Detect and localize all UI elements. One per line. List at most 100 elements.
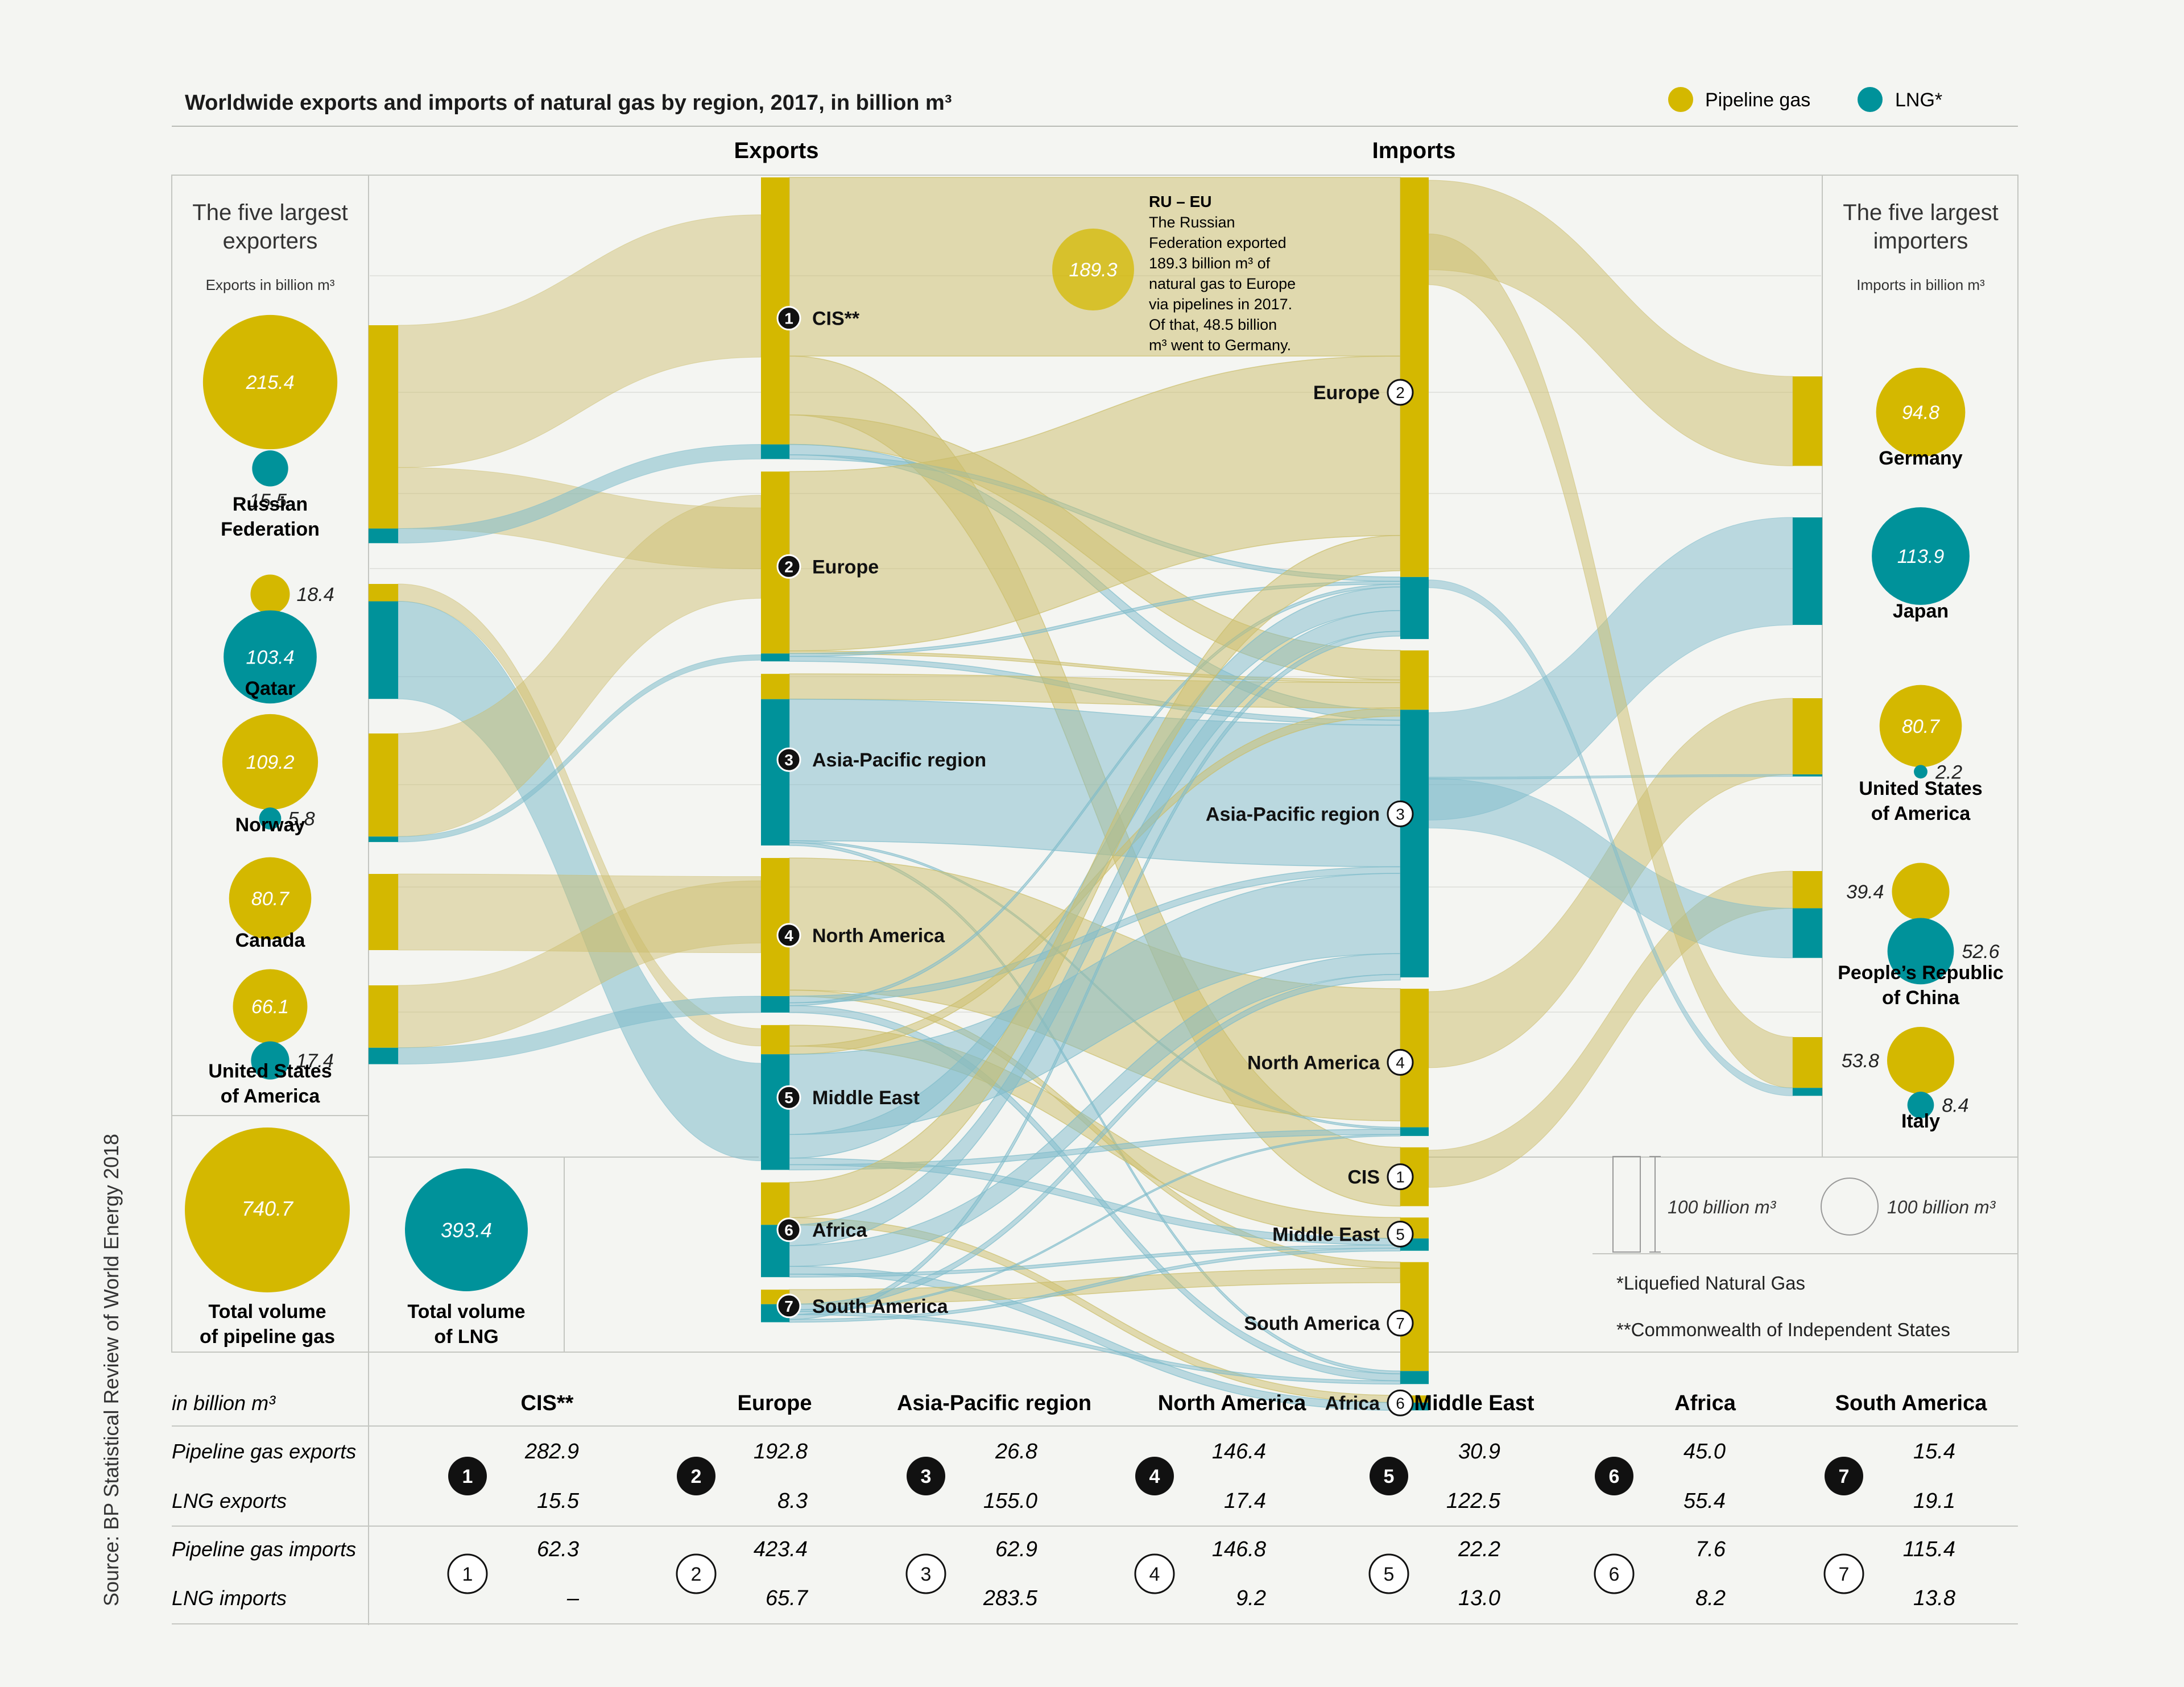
ru-eu-value: 189.3: [1069, 259, 1117, 281]
export-region-label: North America: [812, 925, 945, 947]
export-region-badge: [776, 923, 801, 948]
import-bar-lng-2: [1400, 577, 1429, 639]
ru-eu-line-4: natural gas to Europe: [1149, 275, 1296, 292]
row-label-pipeline-exports: Pipeline gas exports: [172, 1440, 356, 1463]
data-table: in billion m³ Pipeline gas exports LNG e…: [172, 1352, 2018, 1625]
export-region-label: Middle East: [812, 1087, 920, 1109]
importer-lng-circle: [1872, 507, 1970, 605]
exporter-lng-value: 5.8: [288, 809, 315, 830]
importers-title-line2: importers: [1873, 229, 1968, 254]
legend-pipeline-label: Pipeline gas: [1705, 89, 1810, 111]
importer-pipeline-value: 94.8: [1902, 402, 1939, 424]
table-header-5: Middle East: [1414, 1391, 1534, 1415]
importer-bar-pipeline: [1793, 698, 1822, 774]
table-value: 192.8: [754, 1440, 808, 1464]
sankey-flows: [398, 177, 1793, 1411]
chart-title: Worldwide exports and imports of natural…: [185, 91, 952, 115]
exporter-pipeline-value: 18.4: [297, 584, 334, 606]
table-value: 146.4: [1212, 1440, 1266, 1464]
export-bar-pipeline-5: [761, 1025, 789, 1055]
import-bar-pipeline-2: [1400, 177, 1429, 577]
import-region-badge: [1387, 800, 1414, 827]
table-export-number: 5: [1384, 1466, 1395, 1487]
total-lng-value: 393.4: [441, 1218, 492, 1242]
table-value: 15.5: [537, 1489, 580, 1513]
top-importers-panel: The five largest importers Imports in bi…: [1838, 200, 2004, 1132]
exporters-title-line2: exporters: [223, 229, 318, 254]
scale-bar-label: 100 billion m³: [1668, 1197, 1777, 1217]
table-value: 17.4: [1224, 1489, 1266, 1513]
footnote-lng: *Liquefied Natural Gas: [1616, 1272, 1805, 1294]
exporter-pipeline-value: 215.4: [245, 372, 294, 393]
table-value: 55.4: [1684, 1489, 1726, 1513]
exporter-pipeline-circle: [233, 969, 308, 1044]
exporter-pipeline-value: 80.7: [251, 888, 289, 910]
table-header-2: Europe: [738, 1391, 812, 1415]
export-bar-lng-4: [761, 996, 789, 1013]
exporter-pipeline-value: 66.1: [251, 996, 289, 1018]
table-value: 146.8: [1212, 1537, 1266, 1561]
importer-lng-value: 8.4: [1942, 1095, 1968, 1116]
importer-name: of China: [1882, 987, 1960, 1009]
table-value: 19.1: [1913, 1489, 1955, 1513]
exporter-name: Federation: [221, 519, 320, 540]
exporter-name: Qatar: [245, 678, 296, 699]
export-region-number: 5: [784, 1089, 793, 1106]
import-region-badge: [1387, 1221, 1414, 1248]
total-pipeline-label-1: Total volume: [208, 1301, 326, 1323]
legend-lng-label: LNG*: [1895, 89, 1942, 111]
exporter-bar-pipeline: [369, 985, 398, 1048]
table-import-number: 4: [1149, 1564, 1160, 1585]
export-bar-lng-1: [761, 444, 789, 459]
import-bar-lng-7: [1400, 1371, 1429, 1385]
ru-eu-line-5: via pipelines in 2017.: [1149, 296, 1292, 313]
table-export-badge: [1135, 1457, 1174, 1495]
export-region-number: 3: [784, 751, 793, 769]
table-value: 30.9: [1458, 1440, 1500, 1464]
import-region-number: 6: [1396, 1394, 1405, 1412]
table-value: 7.6: [1695, 1537, 1726, 1561]
import-region-number: 1: [1396, 1168, 1405, 1186]
exporter-bar-lng: [369, 528, 398, 544]
exporter-lng-value: 17.4: [296, 1050, 334, 1072]
total-pipeline-circle: [185, 1128, 350, 1292]
table-import-badge: [447, 1553, 488, 1594]
table-value: 423.4: [754, 1537, 808, 1561]
import-region-badge: [1387, 379, 1414, 406]
table-value: 283.5: [983, 1586, 1038, 1610]
ru-eu-line-3: 189.3 billion m³ of: [1149, 255, 1271, 272]
import-region-badge: [1387, 1163, 1414, 1191]
row-label-lng-imports: LNG imports: [172, 1586, 287, 1610]
exporters-unit: Exports in billion m³: [206, 276, 335, 293]
export-region-badge: [776, 1217, 801, 1242]
import-region-number: 4: [1396, 1054, 1405, 1071]
export-region-badge: [776, 554, 801, 579]
export-region-label: Asia-Pacific region: [812, 749, 986, 771]
importer-lng-value: 113.9: [1897, 546, 1945, 567]
importers-title-line1: The five largest: [1843, 200, 1998, 225]
importer-pipeline-value: 39.4: [1846, 881, 1884, 903]
table-value: 15.4: [1913, 1440, 1955, 1464]
table-value: 155.0: [983, 1489, 1037, 1513]
scale-key: 100 billion m³ 100 billion m³ *Liquefied…: [1612, 1156, 1996, 1340]
exporter-bar-lng: [369, 836, 398, 842]
ru-eu-circle: [1052, 229, 1134, 310]
export-region-number: 6: [784, 1221, 793, 1239]
exporter-name: of America: [221, 1085, 321, 1107]
scale-circle-label: 100 billion m³: [1887, 1197, 1996, 1217]
table-import-number: 6: [1609, 1564, 1620, 1585]
total-lng-circle: [405, 1168, 528, 1291]
table-import-number: 2: [691, 1564, 702, 1585]
import-region-badge: [1387, 1048, 1414, 1076]
exporter-lng-circle: [251, 1041, 289, 1080]
import-bar-pipeline-3: [1400, 650, 1429, 710]
table-import-badge: [1594, 1553, 1635, 1594]
importer-pipeline-value: 53.8: [1842, 1050, 1879, 1072]
export-bar-lng-2: [761, 653, 789, 662]
table-value: 26.8: [995, 1440, 1037, 1464]
importer-name: Germany: [1879, 447, 1962, 469]
importer-flow-lng: [1428, 778, 1793, 959]
table-export-number: 4: [1149, 1466, 1160, 1487]
import-region-label: North America: [1247, 1052, 1380, 1073]
